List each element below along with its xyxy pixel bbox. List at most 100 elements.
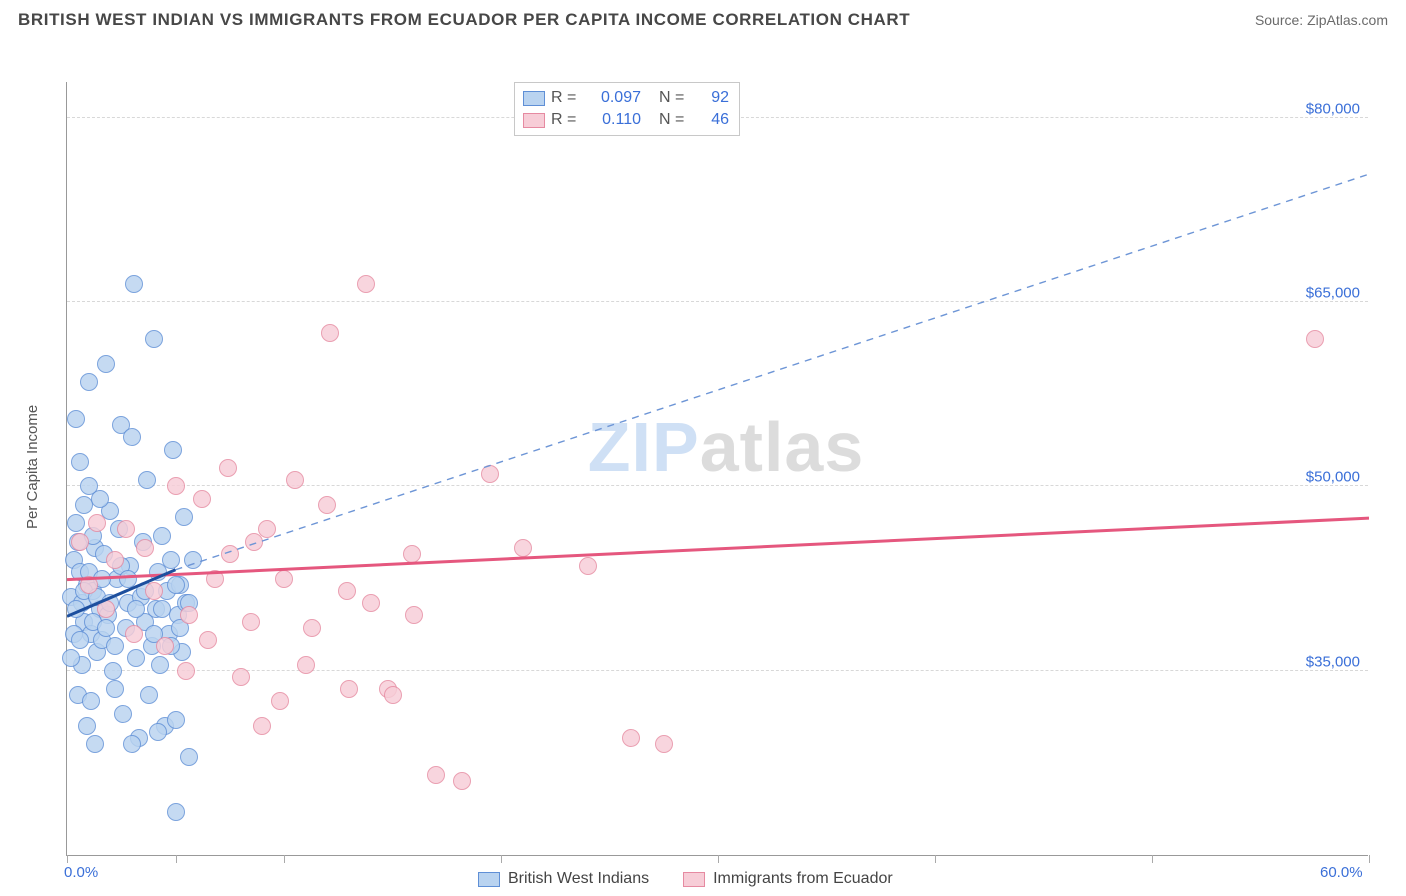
data-point-ecu bbox=[403, 545, 421, 563]
data-point-ecu bbox=[199, 631, 217, 649]
data-point-ecu bbox=[156, 637, 174, 655]
data-point-bwi bbox=[167, 803, 185, 821]
r-value: 0.097 bbox=[587, 89, 641, 107]
data-point-bwi bbox=[71, 453, 89, 471]
x-tick bbox=[501, 855, 502, 863]
data-point-ecu bbox=[275, 570, 293, 588]
x-tick bbox=[284, 855, 285, 863]
x-tick bbox=[176, 855, 177, 863]
legend-label: Immigrants from Ecuador bbox=[713, 870, 893, 888]
data-point-bwi bbox=[123, 428, 141, 446]
r-value: 0.110 bbox=[587, 111, 641, 129]
data-point-ecu bbox=[362, 594, 380, 612]
data-point-ecu bbox=[405, 606, 423, 624]
trend-lines bbox=[67, 82, 1369, 856]
data-point-ecu bbox=[117, 520, 135, 538]
data-point-bwi bbox=[149, 723, 167, 741]
gridline bbox=[67, 485, 1368, 486]
data-point-bwi bbox=[140, 686, 158, 704]
x-tick bbox=[67, 855, 68, 863]
data-point-ecu bbox=[481, 465, 499, 483]
n-label: N = bbox=[659, 111, 689, 129]
data-point-ecu bbox=[271, 692, 289, 710]
data-point-bwi bbox=[86, 735, 104, 753]
data-point-ecu bbox=[340, 680, 358, 698]
data-point-bwi bbox=[164, 441, 182, 459]
stat-legend-row-bwi: R =0.097N =92 bbox=[523, 87, 729, 109]
data-point-ecu bbox=[297, 656, 315, 674]
data-point-ecu bbox=[167, 477, 185, 495]
data-point-bwi bbox=[114, 705, 132, 723]
data-point-bwi bbox=[67, 600, 85, 618]
data-point-ecu bbox=[258, 520, 276, 538]
x-tick bbox=[1152, 855, 1153, 863]
y-tick-label: $65,000 bbox=[1306, 285, 1360, 302]
data-point-bwi bbox=[106, 680, 124, 698]
data-point-ecu bbox=[357, 275, 375, 293]
r-label: R = bbox=[551, 89, 581, 107]
data-point-bwi bbox=[151, 656, 169, 674]
y-tick-label: $50,000 bbox=[1306, 469, 1360, 486]
n-value: 46 bbox=[695, 111, 729, 129]
data-point-ecu bbox=[242, 613, 260, 631]
data-point-bwi bbox=[162, 551, 180, 569]
x-tick bbox=[1369, 855, 1370, 863]
data-point-ecu bbox=[427, 766, 445, 784]
data-point-ecu bbox=[193, 490, 211, 508]
data-point-bwi bbox=[125, 275, 143, 293]
data-point-bwi bbox=[119, 570, 137, 588]
data-point-ecu bbox=[286, 471, 304, 489]
data-point-ecu bbox=[1306, 330, 1324, 348]
data-point-ecu bbox=[80, 576, 98, 594]
data-point-ecu bbox=[622, 729, 640, 747]
data-point-ecu bbox=[338, 582, 356, 600]
data-point-bwi bbox=[67, 514, 85, 532]
data-point-ecu bbox=[180, 606, 198, 624]
data-point-bwi bbox=[123, 735, 141, 753]
swatch-ecu bbox=[523, 113, 545, 128]
data-point-ecu bbox=[318, 496, 336, 514]
data-point-ecu bbox=[136, 539, 154, 557]
y-tick-label: $80,000 bbox=[1306, 100, 1360, 117]
r-label: R = bbox=[551, 111, 581, 129]
data-point-ecu bbox=[145, 582, 163, 600]
series-legend: British West Indians Immigrants from Ecua… bbox=[478, 870, 893, 888]
data-point-bwi bbox=[62, 649, 80, 667]
data-point-ecu bbox=[321, 324, 339, 342]
x-tick-label: 60.0% bbox=[1320, 864, 1363, 881]
data-point-bwi bbox=[138, 471, 156, 489]
stat-legend: R =0.097N =92R =0.110N =46 bbox=[514, 82, 740, 136]
data-point-bwi bbox=[67, 410, 85, 428]
data-point-bwi bbox=[91, 490, 109, 508]
data-point-ecu bbox=[219, 459, 237, 477]
data-point-ecu bbox=[232, 668, 250, 686]
n-value: 92 bbox=[695, 89, 729, 107]
data-point-ecu bbox=[579, 557, 597, 575]
chart-header: BRITISH WEST INDIAN VS IMMIGRANTS FROM E… bbox=[0, 0, 1406, 36]
data-point-ecu bbox=[71, 533, 89, 551]
data-point-bwi bbox=[184, 551, 202, 569]
watermark: ZIPatlas bbox=[588, 407, 864, 487]
y-tick-label: $35,000 bbox=[1306, 653, 1360, 670]
data-point-ecu bbox=[384, 686, 402, 704]
data-point-bwi bbox=[106, 637, 124, 655]
swatch-bwi bbox=[478, 872, 500, 887]
chart-title: BRITISH WEST INDIAN VS IMMIGRANTS FROM E… bbox=[18, 10, 910, 30]
data-point-ecu bbox=[253, 717, 271, 735]
data-point-bwi bbox=[167, 711, 185, 729]
legend-item-ecu: Immigrants from Ecuador bbox=[683, 870, 893, 888]
data-point-bwi bbox=[97, 619, 115, 637]
data-point-ecu bbox=[453, 772, 471, 790]
data-point-ecu bbox=[514, 539, 532, 557]
legend-label: British West Indians bbox=[508, 870, 649, 888]
data-point-bwi bbox=[175, 508, 193, 526]
chart-source: Source: ZipAtlas.com bbox=[1255, 12, 1388, 28]
data-point-bwi bbox=[180, 748, 198, 766]
x-tick-label: 0.0% bbox=[64, 864, 98, 881]
data-point-ecu bbox=[88, 514, 106, 532]
x-tick bbox=[718, 855, 719, 863]
gridline bbox=[67, 670, 1368, 671]
data-point-ecu bbox=[106, 551, 124, 569]
data-point-bwi bbox=[97, 355, 115, 373]
chart-area: $35,000 $50,000 $65,000 $80,000 ZIPatlas R = 0… bbox=[18, 36, 1368, 896]
